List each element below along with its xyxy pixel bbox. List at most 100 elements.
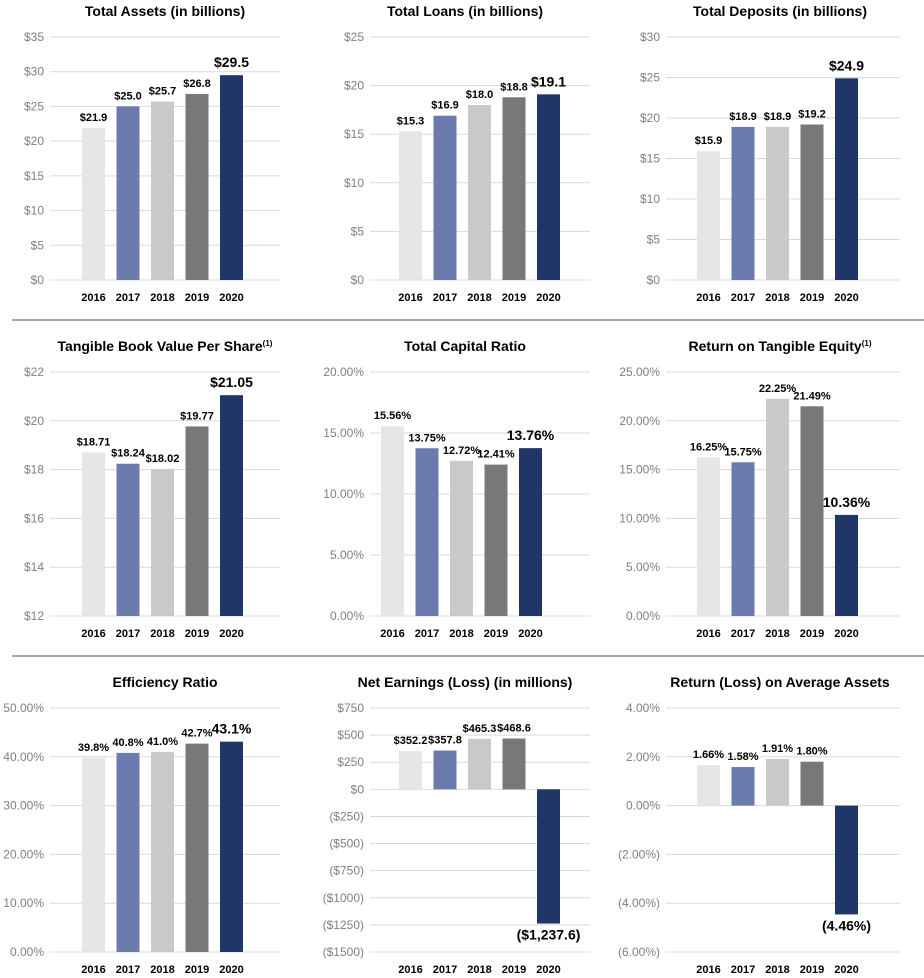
y-tick-label: $250 [337, 755, 364, 769]
data-label: $26.8 [183, 78, 211, 90]
y-tick-label: $5 [351, 224, 365, 238]
y-tick-label: ($1250) [323, 918, 364, 932]
y-tick-label: 10.00% [619, 511, 660, 525]
bar-2017 [731, 126, 755, 280]
bar-2016 [82, 757, 105, 952]
chart-panel-9: Return (Loss) on Average Assets (6.00%) (4… [618, 674, 900, 976]
x-tick-label: 2018 [467, 292, 491, 304]
bar-2017 [731, 767, 755, 806]
chart-panel-4: Tangible Book Value Per Share(1) $12 $14 $1… [24, 338, 280, 640]
y-tick-label: 4.00% [626, 701, 660, 715]
x-tick-label: 2016 [81, 292, 105, 304]
y-tick-label: 0.00% [626, 609, 660, 623]
chart-title-text: Tangible Book Value Per Share [58, 338, 263, 354]
y-tick-label: $12 [24, 609, 44, 623]
data-label: $465.3 [463, 723, 497, 735]
y-tick-label: ($250) [329, 809, 364, 823]
bar-2020 [519, 448, 542, 616]
data-label: 40.8% [112, 737, 143, 749]
data-label: 1.91% [762, 743, 793, 755]
data-label: $25.7 [149, 86, 177, 98]
data-label: 16.25% [690, 441, 728, 453]
x-tick-label: 2018 [150, 292, 174, 304]
x-tick-label: 2020 [536, 292, 560, 304]
y-tick-label: $500 [337, 728, 364, 742]
data-label: $352.2 [394, 735, 428, 747]
y-tick-label: $25 [24, 99, 44, 113]
bar-2020 [537, 789, 560, 924]
bar-2017 [415, 448, 439, 616]
data-label: $19.2 [798, 108, 826, 120]
data-label: $25.0 [114, 90, 142, 102]
data-label: 41.0% [147, 736, 178, 748]
y-tick-label: 15.00% [619, 463, 660, 477]
chart-panel-3: Total Deposits (in billions) $0 $5 $10 $15 $2… [640, 3, 900, 304]
bar-2017 [116, 106, 140, 280]
y-tick-label: $10 [640, 192, 660, 206]
chart-title: Return on Tangible Equity(1) [689, 338, 872, 354]
chart-panel-7: Efficiency Ratio 0.00% 10.00% 20.00% 30.00% 4… [3, 674, 280, 976]
y-tick-label: ($1500) [323, 945, 364, 959]
data-label: $18.9 [764, 111, 792, 123]
chart-title: Net Earnings (Loss) (in millions) [358, 674, 573, 690]
bar-2016 [697, 151, 720, 280]
bar-2017 [116, 463, 140, 616]
y-tick-label: $20 [24, 414, 44, 428]
y-tick-label: $15 [344, 127, 364, 141]
y-tick-label: 20.00% [3, 847, 44, 861]
bar-2020 [835, 514, 858, 616]
data-label: $18.71 [77, 436, 111, 448]
x-tick-label: 2020 [518, 628, 542, 640]
data-label: $21.05 [210, 374, 253, 390]
y-tick-label: $5 [647, 233, 661, 247]
y-tick-label: $10 [344, 176, 364, 190]
x-tick-label: 2016 [398, 292, 422, 304]
y-tick-label: $5 [31, 238, 45, 252]
bar-2020 [220, 75, 243, 280]
bar-2017 [433, 750, 457, 790]
data-label: $468.6 [497, 723, 531, 735]
x-tick-label: 2017 [731, 292, 755, 304]
x-tick-label: 2018 [765, 964, 789, 976]
data-label: 1.80% [796, 746, 827, 758]
y-tick-label: 5.00% [626, 560, 660, 574]
y-tick-label: (2.00%) [618, 847, 660, 861]
x-tick-label: 2016 [398, 964, 422, 976]
data-label: 12.72% [443, 445, 481, 457]
chart-title-text: Return (Loss) on Average Assets [670, 674, 890, 690]
x-tick-label: 2018 [449, 628, 473, 640]
bar-2018 [766, 758, 789, 806]
chart-panel-6: Return on Tangible Equity(1) 0.00% 5.00% 10… [619, 338, 900, 640]
y-tick-label: 50.00% [3, 701, 44, 715]
bar-2017 [731, 462, 755, 616]
data-label: $19.77 [180, 410, 214, 422]
chart-title-text: Net Earnings (Loss) (in millions) [358, 674, 573, 690]
x-tick-label: 2019 [800, 628, 824, 640]
bar-2020 [835, 805, 858, 915]
chart-title: Return (Loss) on Average Assets [670, 674, 890, 690]
bar-2016 [697, 765, 720, 806]
chart-title-superscript: (1) [263, 339, 273, 348]
bar-2019 [800, 761, 824, 806]
y-tick-label: 5.00% [330, 548, 364, 562]
y-tick-label: $25 [640, 71, 660, 85]
bar-2018 [450, 460, 473, 616]
y-tick-label: $16 [24, 511, 44, 525]
bar-2016 [399, 751, 422, 790]
bar-2016 [399, 131, 422, 280]
x-tick-label: 2018 [765, 292, 789, 304]
y-tick-label: $18 [24, 463, 44, 477]
bar-2019 [800, 406, 824, 616]
y-tick-label: $0 [647, 273, 661, 287]
x-tick-label: 2016 [81, 964, 105, 976]
y-tick-label: 20.00% [619, 414, 660, 428]
chart-title-superscript: (1) [862, 339, 872, 348]
bar-2016 [82, 127, 105, 280]
data-label: $15.9 [695, 135, 723, 147]
x-tick-label: 2019 [484, 628, 508, 640]
x-tick-label: 2016 [696, 628, 720, 640]
chart-title: Total Assets (in billions) [85, 3, 245, 19]
x-tick-label: 2020 [219, 292, 243, 304]
y-tick-label: $20 [640, 111, 660, 125]
chart-title-text: Total Assets (in billions) [85, 3, 245, 19]
